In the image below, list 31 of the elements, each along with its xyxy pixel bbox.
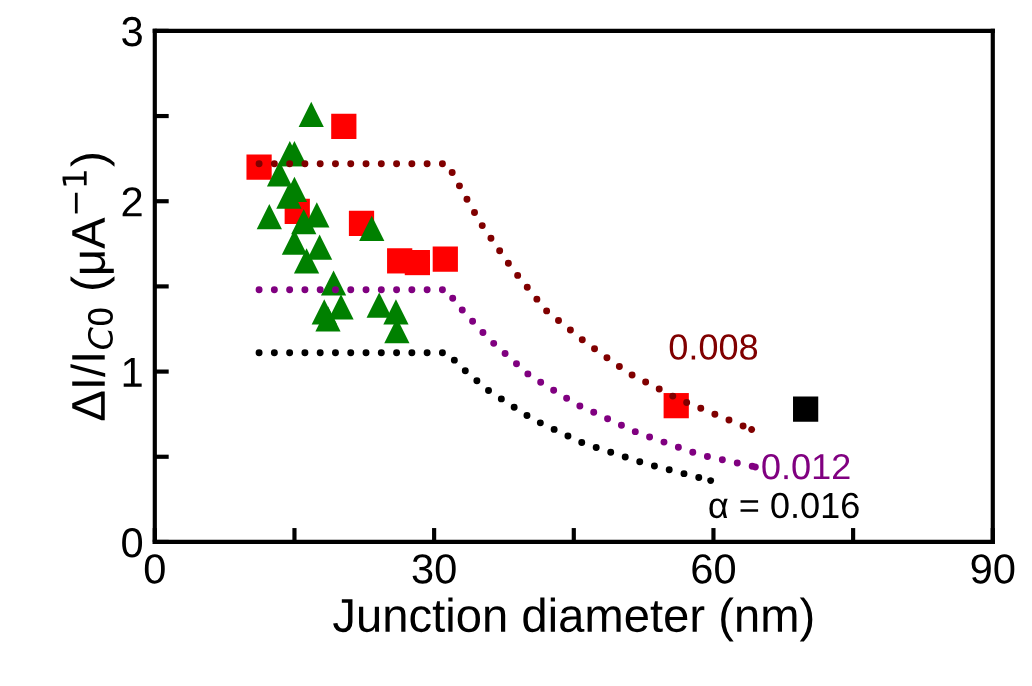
x-tick-label: 90 [971, 554, 1015, 584]
point [276, 183, 302, 209]
y-tick-label: 0 [122, 527, 143, 558]
point [331, 113, 357, 139]
point [291, 209, 317, 235]
y-axis-title: ΔI/I$_{C0}$ (μA$^{−1}$) [62, 154, 115, 421]
x-tick-label: 60 [692, 554, 735, 584]
point [751, 463, 759, 471]
point [359, 215, 385, 242]
y-tick-label: 3 [122, 16, 142, 47]
x-tick-label: 30 [412, 554, 456, 584]
point [404, 249, 430, 276]
point [383, 299, 409, 325]
point [298, 101, 324, 127]
series-label: 0.012 [762, 453, 850, 480]
series-label: α = 0.016 [709, 492, 859, 519]
point [246, 154, 272, 180]
series-label: 0.008 [669, 334, 758, 360]
x-tick-label: 0 [144, 554, 165, 584]
point [793, 396, 819, 422]
y-tick-label: 2 [122, 187, 142, 217]
point [432, 246, 458, 272]
point [256, 203, 282, 230]
point [266, 161, 293, 187]
y-tick-label: 1 [123, 358, 142, 387]
point [748, 426, 756, 433]
point [293, 248, 320, 274]
x-axis-title: Junction diameter (nm) [333, 597, 813, 642]
point [315, 306, 341, 332]
point [366, 292, 392, 318]
point [707, 477, 715, 485]
